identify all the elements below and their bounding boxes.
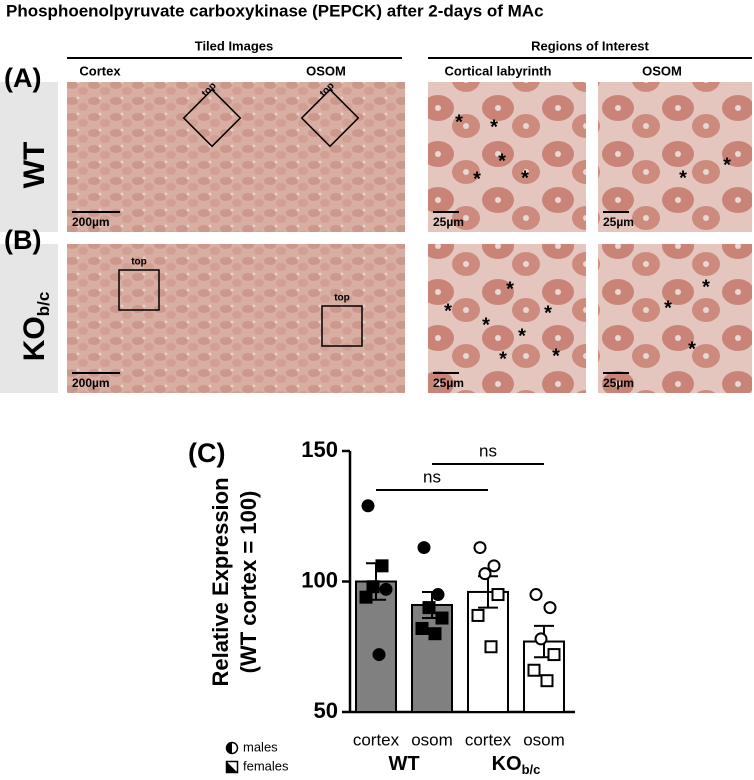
legend-label: females bbox=[243, 758, 289, 773]
data-point bbox=[422, 601, 436, 615]
data-point bbox=[543, 601, 557, 615]
asterisk: * bbox=[506, 278, 514, 300]
data-point bbox=[372, 648, 386, 662]
data-point bbox=[375, 559, 389, 573]
y-tick-label: 150 bbox=[301, 437, 338, 462]
data-point bbox=[534, 632, 548, 646]
scale-label: 25µm bbox=[603, 215, 634, 229]
data-point bbox=[417, 541, 431, 555]
roi-image bbox=[598, 82, 752, 232]
roi-image bbox=[598, 244, 752, 393]
y-tick-label: 100 bbox=[301, 567, 338, 592]
x-tick-label: osom bbox=[411, 730, 453, 749]
legend-label: males bbox=[243, 739, 278, 754]
y-axis-label: (WT cortex = 100) bbox=[236, 491, 261, 674]
scale-label: 200µm bbox=[72, 376, 110, 390]
asterisk: * bbox=[552, 345, 560, 367]
region-box bbox=[118, 269, 160, 311]
row-label-band bbox=[0, 82, 58, 232]
asterisk: * bbox=[499, 348, 507, 370]
asterisk: * bbox=[490, 116, 498, 138]
group-label: KOb/c bbox=[492, 753, 541, 777]
data-point bbox=[491, 588, 505, 602]
data-point bbox=[359, 590, 373, 604]
x-tick-label: cortex bbox=[465, 730, 512, 749]
roi-image bbox=[428, 244, 586, 393]
asterisk: * bbox=[723, 154, 731, 176]
column-label: OSOM bbox=[306, 63, 346, 78]
data-point bbox=[431, 588, 445, 602]
row-label-band bbox=[0, 244, 58, 393]
scale-label: 25µm bbox=[433, 215, 464, 229]
comparison-label: ns bbox=[479, 441, 497, 460]
scale-label: 25µm bbox=[603, 376, 634, 390]
region-box bbox=[321, 305, 363, 347]
column-label: OSOM bbox=[642, 63, 682, 78]
asterisk: * bbox=[482, 314, 490, 336]
panel-letter: (C) bbox=[188, 438, 225, 468]
roi-image bbox=[428, 82, 586, 232]
scale-label: 200µm bbox=[72, 215, 110, 229]
data-point bbox=[435, 611, 449, 625]
legend-symbol bbox=[226, 761, 238, 773]
data-point bbox=[487, 559, 501, 573]
region-box bbox=[300, 88, 360, 148]
tiled-image bbox=[67, 244, 405, 393]
region-box-label: top bbox=[131, 257, 147, 268]
asterisk: * bbox=[518, 325, 526, 347]
data-point bbox=[527, 663, 541, 677]
y-axis-label: Relative Expression bbox=[208, 477, 233, 686]
data-point bbox=[471, 608, 485, 622]
genotype-label: KOb/c bbox=[18, 292, 54, 362]
asterisk: * bbox=[498, 150, 506, 172]
section-header: Tiled Images bbox=[195, 38, 274, 53]
genotype-label: WT bbox=[18, 142, 51, 189]
data-point bbox=[428, 627, 442, 641]
section-header: Regions of Interest bbox=[531, 38, 649, 53]
group-name: KO bbox=[492, 753, 522, 775]
legend-symbol bbox=[226, 742, 232, 754]
x-tick-label: osom bbox=[523, 730, 565, 749]
column-label: Cortical labyrinth bbox=[445, 63, 552, 78]
data-point bbox=[540, 674, 554, 688]
asterisk: * bbox=[521, 167, 529, 189]
asterisk: * bbox=[664, 297, 672, 319]
scale-label: 25µm bbox=[433, 376, 464, 390]
asterisk: * bbox=[544, 302, 552, 324]
data-point bbox=[415, 621, 429, 635]
data-point bbox=[366, 580, 380, 594]
panel-letter: (B) bbox=[4, 225, 41, 255]
asterisk: * bbox=[444, 300, 452, 322]
panel-letter: (A) bbox=[4, 63, 41, 93]
x-tick-label: cortex bbox=[353, 730, 400, 749]
asterisk: * bbox=[688, 338, 696, 360]
group-subscript: b/c bbox=[522, 762, 541, 777]
data-point bbox=[379, 582, 393, 596]
data-point bbox=[484, 640, 498, 654]
y-tick-label: 50 bbox=[314, 698, 338, 723]
genotype: KO bbox=[18, 316, 51, 361]
asterisk: * bbox=[473, 168, 481, 190]
genotype: WT bbox=[18, 142, 51, 189]
asterisk: * bbox=[679, 167, 687, 189]
column-label: Cortex bbox=[79, 63, 121, 78]
region-box bbox=[182, 88, 242, 148]
asterisk: * bbox=[702, 276, 710, 298]
comparison-label: ns bbox=[423, 467, 441, 486]
region-box-label: top bbox=[334, 293, 350, 304]
data-point bbox=[473, 541, 487, 555]
data-point bbox=[529, 588, 543, 602]
group-name: WT bbox=[388, 753, 419, 775]
asterisk: * bbox=[455, 111, 463, 133]
tiled-image bbox=[67, 82, 405, 232]
figure-title: Phosphoenolpyruvate carboxykinase (PEPCK… bbox=[6, 1, 544, 20]
group-label: WT bbox=[388, 753, 419, 775]
genotype-subscript: b/c bbox=[34, 292, 53, 317]
data-point bbox=[361, 499, 375, 513]
data-point bbox=[547, 648, 561, 662]
data-point bbox=[478, 567, 492, 581]
